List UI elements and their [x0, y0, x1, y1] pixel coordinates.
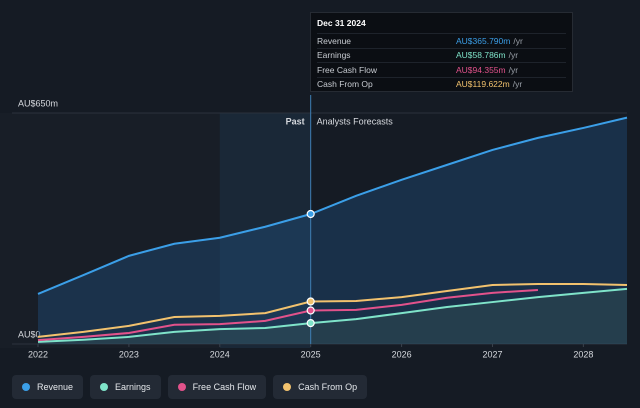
tooltip-row: Free Cash Flow AU$94.355m/yr: [317, 62, 566, 77]
legend-label: Free Cash Flow: [192, 382, 257, 392]
legend-item[interactable]: Free Cash Flow: [167, 375, 267, 399]
x-tick-label: 2025: [301, 349, 321, 359]
legend-label: Cash From Op: [298, 382, 358, 392]
tooltip-row: Revenue AU$365.790m/yr: [317, 33, 566, 48]
tooltip-value: AU$94.355m: [456, 64, 506, 75]
tooltip-name: Earnings: [317, 50, 351, 61]
x-tick-label: 2023: [119, 349, 139, 359]
series-line: [37, 116, 628, 295]
legend-item[interactable]: Earnings: [90, 375, 161, 399]
tooltip-value: AU$365.790m: [456, 35, 511, 46]
legend-swatch: [283, 383, 292, 391]
legend-swatch: [22, 383, 30, 391]
legend-item[interactable]: Revenue: [12, 375, 84, 399]
tooltip-name: Cash From Op: [317, 79, 373, 90]
legend-label: Earnings: [115, 382, 151, 392]
forecast-label: Analysts Forecasts: [317, 116, 394, 126]
series-line: [37, 288, 538, 342]
past-highlight: [219, 113, 311, 348]
legend-label: Revenue: [37, 382, 74, 392]
tooltip-name: Revenue: [317, 35, 352, 46]
tooltip-unit: /yr: [513, 35, 523, 46]
tooltip-unit: /yr: [512, 79, 523, 90]
series-line: [37, 282, 628, 338]
y-tick-label: AU$0: [18, 329, 41, 339]
tooltip-name: Free Cash Flow: [317, 64, 377, 75]
tooltip-unit: /yr: [508, 64, 519, 75]
legend-swatch: [177, 383, 186, 391]
x-tick-label: 2028: [573, 349, 593, 359]
marker: [306, 306, 315, 315]
x-tick-label: 2026: [392, 349, 412, 359]
tooltip: Dec 31 2024 Revenue AU$365.790m/yr Earning…: [310, 12, 573, 92]
legend-swatch: [100, 383, 109, 391]
marker: [306, 209, 315, 219]
marker: [306, 319, 315, 328]
tooltip-value: AU$58.786m: [456, 50, 506, 61]
tooltip-unit: /yr: [508, 50, 519, 61]
legend: Revenue Earnings Free Cash Flow Cash From O…: [12, 375, 368, 399]
tooltip-value: AU$119.622m: [456, 79, 510, 90]
x-tick-label: 2027: [482, 349, 502, 359]
y-tick-label: AU$650m: [18, 98, 58, 108]
tooltip-row: Cash From Op AU$119.622m/yr: [317, 76, 566, 92]
tooltip-title: Dec 31 2024: [317, 18, 366, 28]
past-label: Past: [286, 116, 305, 126]
tooltip-row: Earnings AU$58.786m/yr: [317, 47, 566, 63]
series-line: [37, 287, 628, 343]
x-tick-label: 2022: [28, 349, 48, 359]
marker: [306, 297, 315, 306]
legend-item[interactable]: Cash From Op: [273, 375, 368, 399]
x-tick-label: 2024: [210, 349, 230, 359]
area: [38, 288, 627, 344]
